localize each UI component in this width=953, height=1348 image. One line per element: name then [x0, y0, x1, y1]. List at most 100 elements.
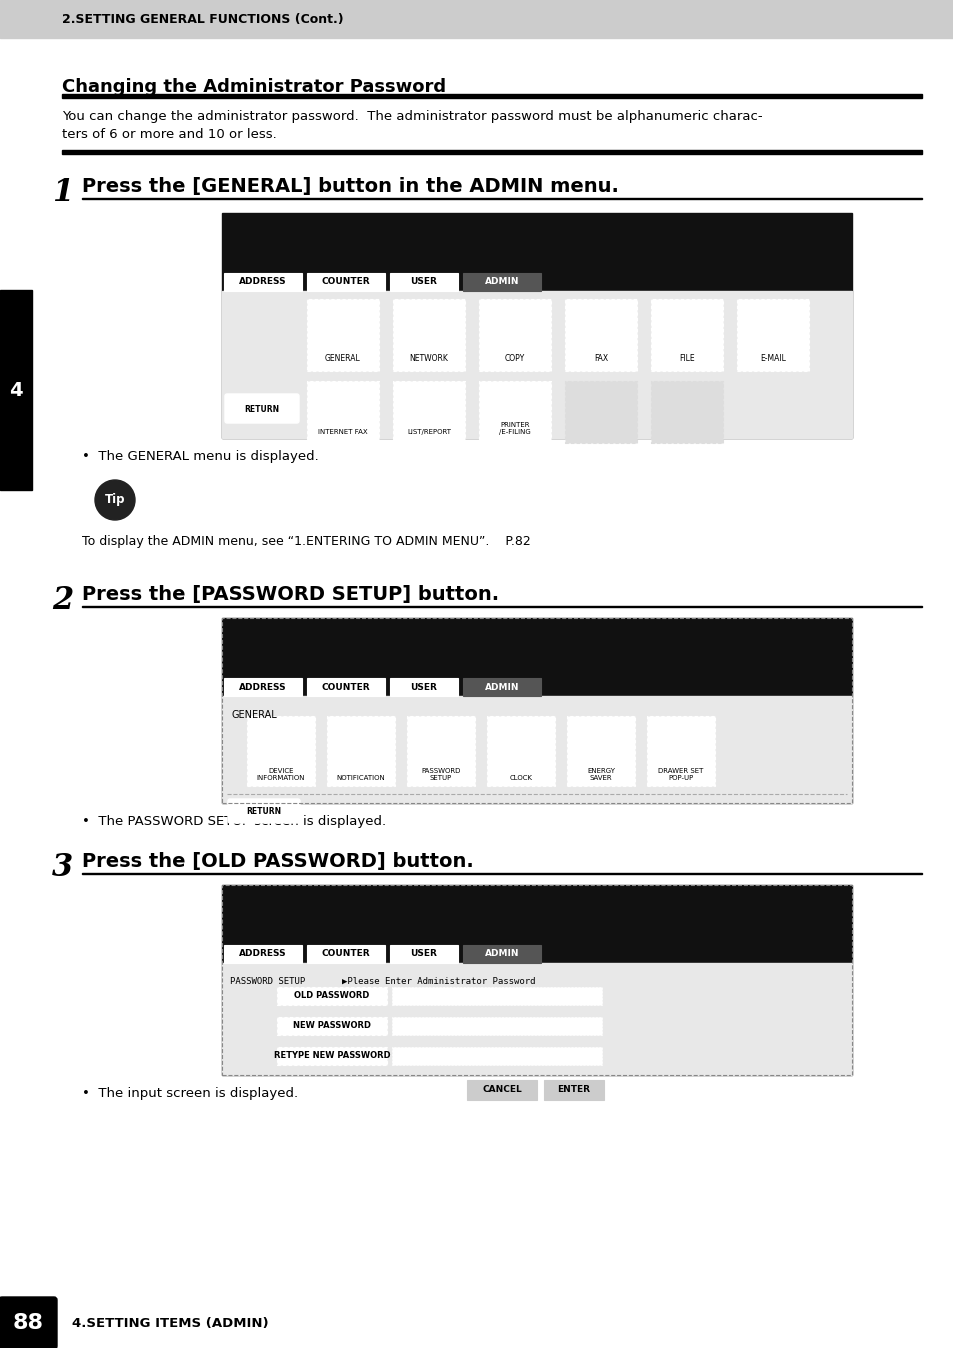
Bar: [222, 886, 851, 1074]
Bar: [393, 299, 464, 371]
Text: 3: 3: [52, 852, 73, 883]
Text: ENTER: ENTER: [557, 1085, 590, 1095]
Text: ▶Please Enter Administrator Password: ▶Please Enter Administrator Password: [341, 977, 535, 985]
Bar: [307, 299, 378, 371]
Bar: [462, 945, 540, 962]
Text: To display the ADMIN menu, see “1.ENTERING TO ADMIN MENU”.    P.82: To display the ADMIN menu, see “1.ENTERI…: [82, 535, 530, 549]
Bar: [224, 945, 302, 962]
Text: Changing the Administrator Password: Changing the Administrator Password: [62, 78, 446, 96]
Bar: [62, 94, 921, 98]
Bar: [478, 299, 551, 371]
Text: PASSWORD
SETUP: PASSWORD SETUP: [421, 768, 460, 780]
Text: NEW PASSWORD: NEW PASSWORD: [293, 1022, 371, 1030]
Bar: [276, 1016, 387, 1035]
Text: You can change the administrator password.  The administrator password must be a: You can change the administrator passwor…: [62, 111, 761, 142]
Text: ADMIN: ADMIN: [484, 682, 518, 692]
Bar: [478, 381, 551, 443]
Text: Press the [GENERAL] button in the ADMIN menu.: Press the [GENERAL] button in the ADMIN …: [82, 177, 618, 195]
Bar: [566, 716, 635, 786]
Text: ADDRESS: ADDRESS: [239, 278, 287, 287]
Text: RETURN: RETURN: [244, 404, 279, 414]
Bar: [486, 716, 555, 786]
Bar: [224, 678, 302, 696]
Text: ADDRESS: ADDRESS: [239, 682, 287, 692]
FancyBboxPatch shape: [228, 799, 299, 824]
Bar: [276, 987, 387, 1006]
Text: •  The input screen is displayed.: • The input screen is displayed.: [82, 1086, 297, 1100]
Text: GENERAL: GENERAL: [325, 355, 360, 363]
Text: OLD PASSWORD: OLD PASSWORD: [294, 992, 370, 1000]
Bar: [393, 381, 464, 443]
FancyBboxPatch shape: [225, 394, 298, 423]
Bar: [462, 274, 540, 291]
Bar: [0, 290, 32, 491]
Bar: [467, 1080, 537, 1100]
Text: E-MAIL: E-MAIL: [760, 355, 785, 363]
Text: GENERAL: GENERAL: [232, 710, 277, 720]
Bar: [390, 678, 457, 696]
Circle shape: [95, 480, 135, 520]
Text: LIST/REPORT: LIST/REPORT: [407, 429, 451, 435]
Bar: [307, 381, 378, 443]
Text: RETURN: RETURN: [246, 806, 281, 816]
Bar: [224, 274, 302, 291]
Text: ADDRESS: ADDRESS: [239, 949, 287, 958]
Text: NOTIFICATION: NOTIFICATION: [336, 775, 385, 780]
Bar: [276, 1047, 387, 1065]
Text: COUNTER: COUNTER: [321, 949, 370, 958]
Bar: [737, 299, 808, 371]
Bar: [222, 617, 851, 803]
Bar: [564, 381, 637, 443]
Text: USER: USER: [410, 949, 437, 958]
Bar: [646, 716, 714, 786]
Bar: [222, 291, 851, 438]
Bar: [392, 987, 601, 1006]
Text: USER: USER: [410, 682, 437, 692]
Text: ADMIN: ADMIN: [484, 278, 518, 287]
Text: DEVICE
INFORMATION: DEVICE INFORMATION: [256, 768, 305, 780]
Bar: [82, 872, 921, 874]
Bar: [392, 1016, 601, 1035]
Text: PRINTER
/E-FILING: PRINTER /E-FILING: [498, 422, 530, 435]
Text: USER: USER: [410, 278, 437, 287]
Text: PASSWORD SETUP: PASSWORD SETUP: [230, 977, 305, 985]
Bar: [222, 617, 851, 803]
Text: 4: 4: [10, 380, 23, 399]
Bar: [222, 213, 851, 438]
Text: ADMIN: ADMIN: [484, 949, 518, 958]
Text: •  The PASSWORD SETUP screen is displayed.: • The PASSWORD SETUP screen is displayed…: [82, 816, 386, 828]
Bar: [307, 945, 385, 962]
Text: FAX: FAX: [594, 355, 607, 363]
Text: RETYPE NEW PASSWORD: RETYPE NEW PASSWORD: [274, 1051, 390, 1061]
Bar: [327, 716, 395, 786]
Text: Tip: Tip: [105, 493, 125, 507]
Bar: [247, 716, 314, 786]
Bar: [564, 299, 637, 371]
Text: ENERGY
SAVER: ENERGY SAVER: [586, 768, 615, 780]
Bar: [390, 945, 457, 962]
Text: COUNTER: COUNTER: [321, 682, 370, 692]
Text: NETWORK: NETWORK: [409, 355, 448, 363]
Bar: [307, 274, 385, 291]
Bar: [407, 716, 475, 786]
FancyBboxPatch shape: [0, 1297, 57, 1348]
Text: 1: 1: [52, 177, 73, 208]
Bar: [307, 678, 385, 696]
Bar: [62, 150, 921, 154]
Bar: [650, 381, 722, 443]
Text: CANCEL: CANCEL: [481, 1085, 521, 1095]
Bar: [222, 696, 851, 803]
Bar: [222, 886, 851, 1074]
Bar: [543, 1080, 603, 1100]
Bar: [0, 0, 953, 38]
Text: 4.SETTING ITEMS (ADMIN): 4.SETTING ITEMS (ADMIN): [71, 1317, 269, 1329]
Bar: [222, 962, 851, 1074]
Text: CLOCK: CLOCK: [509, 775, 532, 780]
Text: 88: 88: [12, 1313, 44, 1333]
Bar: [650, 299, 722, 371]
Bar: [390, 274, 457, 291]
Text: COPY: COPY: [504, 355, 524, 363]
Bar: [82, 198, 921, 200]
Bar: [392, 1047, 601, 1065]
Text: •  The GENERAL menu is displayed.: • The GENERAL menu is displayed.: [82, 450, 318, 462]
